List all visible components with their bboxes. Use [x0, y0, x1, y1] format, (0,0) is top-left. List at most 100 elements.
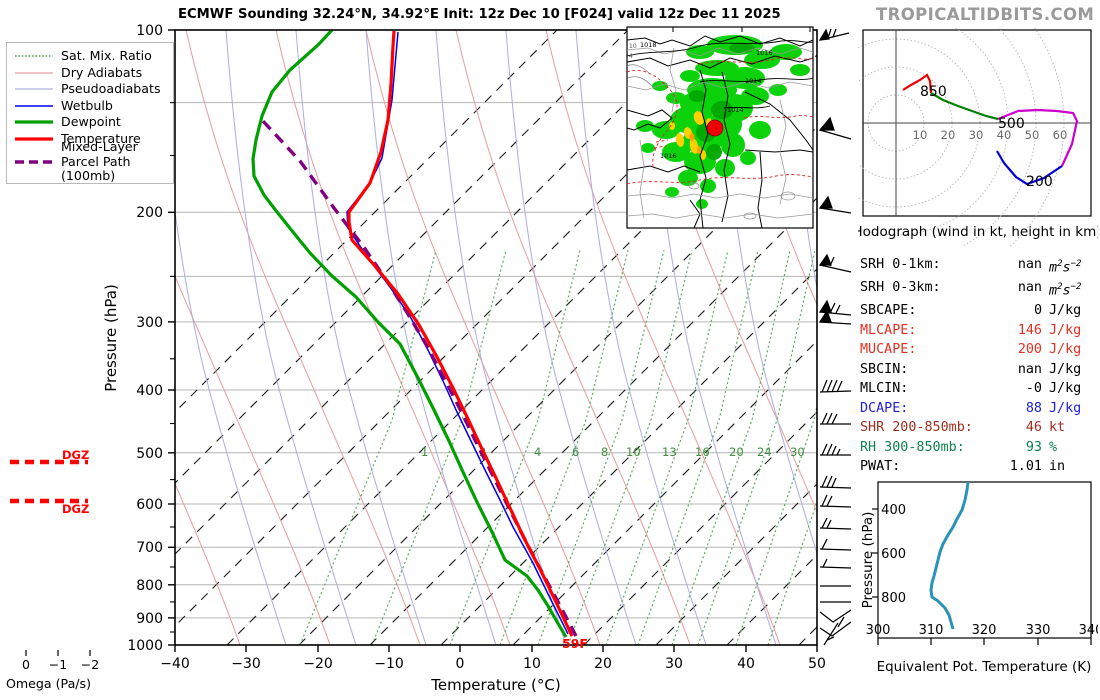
stat-name: MUCAPE:: [860, 342, 917, 358]
stat-row: SRH 0-1km: nan m2s−2: [860, 255, 1081, 278]
svg-text:36: 36: [820, 445, 835, 459]
stat-value: 88: [1025, 400, 1042, 416]
stat-value: -0: [1025, 381, 1042, 397]
legend-swatch-sat-mix-ratio: [14, 49, 54, 63]
page-title: ECMWF Sounding 32.24°N, 34.92°E Init: 12…: [178, 7, 781, 22]
wind-barb: [818, 299, 852, 316]
stat-unit: J/kg: [1049, 361, 1082, 377]
svg-text:10: 10: [626, 445, 641, 459]
svg-text:20: 20: [941, 128, 956, 142]
svg-text:300: 300: [866, 623, 891, 638]
stat-unit: J/kg: [1049, 342, 1082, 358]
svg-text:50: 50: [808, 656, 826, 672]
stat-value: nan: [1017, 361, 1042, 377]
skewt-xlabel: Temperature (°C): [430, 676, 560, 694]
legend-swatch-parcel-path: [14, 155, 54, 169]
legend-item-sat-mix-ratio: Sat. Mix. Ratio: [14, 48, 166, 65]
svg-text:10: 10: [629, 43, 637, 50]
svg-text:1018: 1018: [640, 41, 657, 49]
skewt-ylabel: Pressure (hPa): [102, 284, 120, 392]
dgz-label-lower: DGZ: [62, 502, 90, 516]
wind-barb: [819, 616, 852, 637]
svg-text:340: 340: [1079, 623, 1098, 638]
stat-unit: %: [1049, 439, 1058, 455]
sounding-stats: SRH 0-1km: nan m2s−2 SRH 0-3km: nan m2s−…: [860, 255, 1081, 477]
stat-row: SRH 0-3km: nan m2s−2: [860, 278, 1081, 301]
legend-item-parcel-path: Mixed-Layer Parcel Path (100mb): [14, 140, 166, 183]
legend-label: Mixed-Layer Parcel Path (100mb): [61, 139, 138, 184]
legend-item-wetbulb: Wetbulb: [14, 98, 166, 115]
svg-text:400: 400: [881, 503, 906, 518]
svg-text:30: 30: [969, 128, 984, 142]
stat-name: SBCAPE:: [860, 303, 917, 319]
hodograph-ring-labels: 10 20 30 40 50 60: [913, 128, 1068, 142]
svg-text:900: 900: [136, 611, 163, 627]
thetae-x-ticks: [877, 638, 1092, 645]
legend-item-pseudoadiabats: Pseudoadiabats: [14, 81, 166, 98]
svg-text:200: 200: [136, 205, 163, 221]
stat-unit: J/kg: [1049, 303, 1082, 319]
stat-name: DCAPE:: [860, 400, 909, 416]
svg-text:200: 200: [1026, 174, 1053, 190]
legend-label: Sat. Mix. Ratio: [61, 48, 152, 64]
legend-swatch-pseudoadiabats: [14, 82, 54, 96]
legend-label: Dry Adiabats: [61, 64, 143, 80]
stat-value: 1.01: [1009, 459, 1042, 475]
svg-text:30: 30: [790, 445, 805, 459]
stat-value: 93: [1025, 439, 1042, 455]
hodograph-segment-850-500: [930, 92, 999, 121]
svg-text:1000: 1000: [127, 638, 163, 654]
svg-text:4: 4: [534, 445, 541, 459]
svg-text:1016: 1016: [756, 49, 773, 57]
stat-row: SBCIN: nan J/kg: [860, 360, 1081, 380]
wind-barb: [819, 538, 852, 551]
dewpoint-profile: [251, 30, 568, 638]
stat-value: 200: [1017, 342, 1042, 358]
wind-barb: [823, 622, 839, 646]
thetae-y-ticks: [872, 508, 878, 598]
temperature-profile: [347, 30, 574, 637]
thetae-y-labels: 400 600 800: [881, 503, 906, 606]
mixing-ratio-labels: 1 2 4 6 8 10 13 16 20 24 30 36: [421, 445, 835, 459]
stat-unit: kt: [1049, 420, 1066, 436]
svg-text:300: 300: [136, 315, 163, 331]
legend-item-dewpoint: Dewpoint: [14, 114, 166, 131]
hodograph-caption: Hodograph (wind in kt, height in km): [858, 224, 1098, 240]
legend-swatch-dry-adiabats: [14, 66, 54, 80]
stat-name: SBCIN:: [860, 361, 909, 377]
thetae-profile: [929, 481, 970, 630]
legend-label: Wetbulb: [61, 97, 113, 113]
svg-text:50: 50: [1025, 128, 1040, 142]
svg-text:13: 13: [662, 445, 677, 459]
thetae-xlabel: Equivalent Pot. Temperature (K): [877, 659, 1092, 675]
svg-text:8: 8: [601, 445, 608, 459]
wind-barb: [818, 28, 850, 41]
skewt-y-tick-labels: 100 200 300 400 500 600 700 800 900 1000: [127, 23, 163, 654]
wind-barb: [819, 475, 852, 489]
svg-text:−10: −10: [374, 656, 404, 672]
legend-swatch-dewpoint: [14, 115, 54, 129]
wind-barb: [819, 558, 852, 569]
svg-text:500: 500: [136, 446, 163, 462]
wind-barb: [818, 116, 852, 140]
stat-name: SRH 0-1km:: [860, 257, 941, 272]
legend-swatch-wetbulb: [14, 99, 54, 113]
stat-unit: m2s−2: [1049, 259, 1082, 276]
svg-text:60: 60: [1053, 128, 1068, 142]
svg-text:−40: −40: [160, 656, 190, 672]
surface-temp-label: 59F: [562, 636, 588, 651]
station-marker: [706, 119, 724, 137]
stat-unit: J/kg: [1049, 400, 1082, 416]
svg-text:6: 6: [572, 445, 579, 459]
svg-text:10: 10: [913, 128, 928, 142]
stat-unit: m2s−2: [1049, 282, 1082, 299]
svg-text:40: 40: [997, 128, 1012, 142]
stat-value: 146: [1017, 322, 1042, 338]
svg-text:1016: 1016: [660, 152, 677, 160]
inset-map: 1018 1016 1014 1014 1016 10: [626, 26, 814, 229]
dgz-markers: [10, 459, 88, 504]
svg-text:1: 1: [421, 445, 428, 459]
stat-name: MLCIN:: [860, 381, 909, 397]
svg-text:600: 600: [136, 497, 163, 513]
stat-row: RH 300-850mb: 93 %: [860, 438, 1081, 458]
